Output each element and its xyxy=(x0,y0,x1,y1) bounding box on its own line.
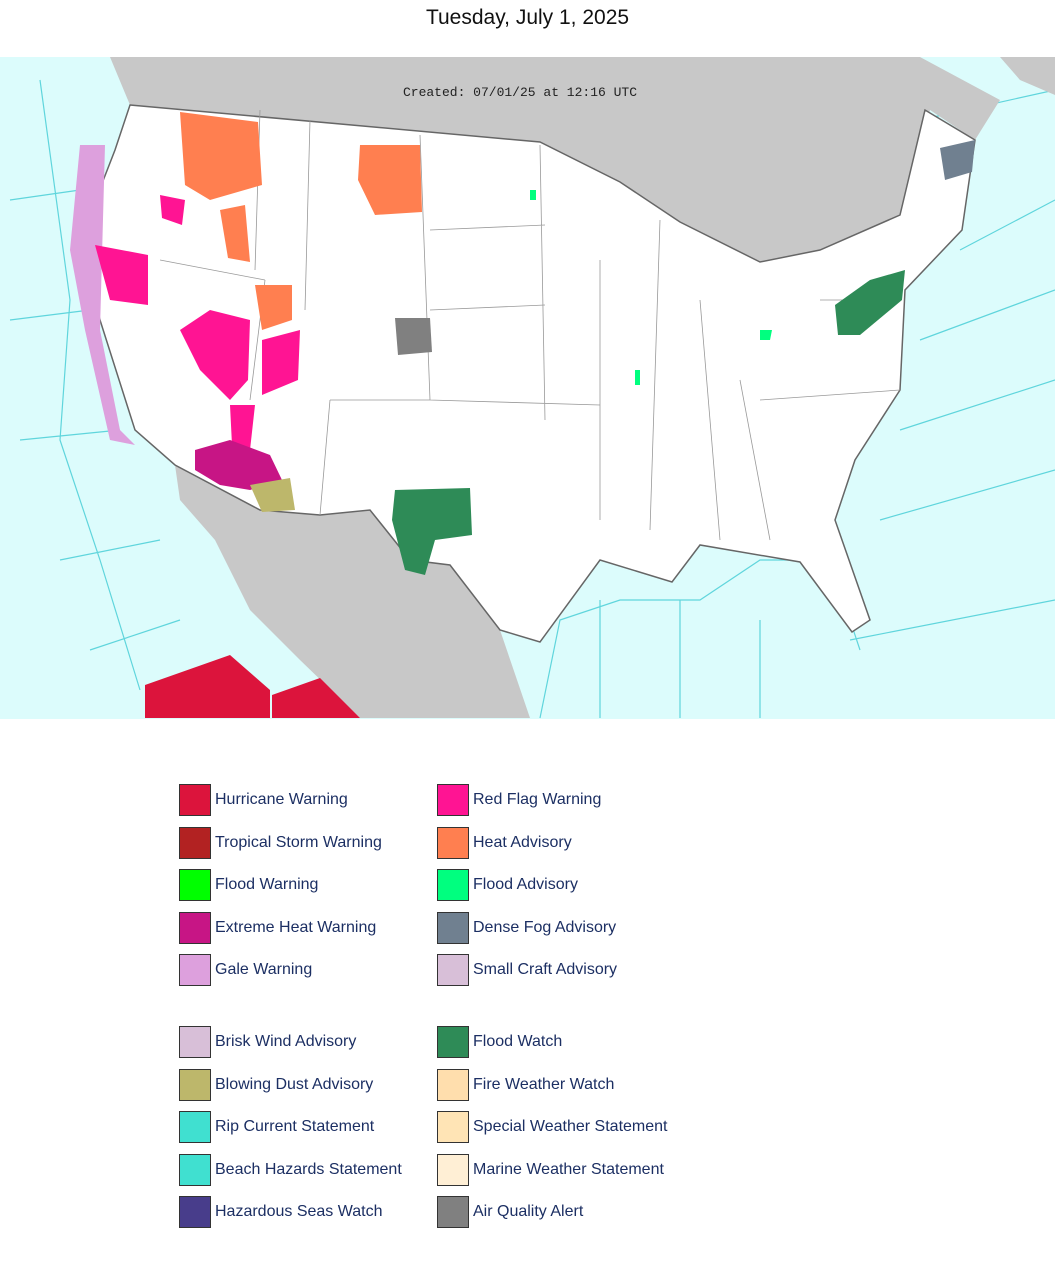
legend-item: Fire Weather Watch xyxy=(437,1068,614,1102)
legend-label: Small Craft Advisory xyxy=(473,961,618,978)
extreme-heat-area xyxy=(195,440,282,490)
legend-swatch xyxy=(179,869,211,901)
legend-swatch xyxy=(179,954,211,986)
legend-label: Brisk Wind Advisory xyxy=(215,1033,357,1050)
blowing-dust-area xyxy=(250,478,295,512)
legend-label: Marine Weather Statement xyxy=(473,1160,664,1178)
marine-zones xyxy=(9,79,1055,719)
legend-swatch xyxy=(437,784,469,816)
legend-swatch xyxy=(437,1026,469,1058)
legend-label: Red Flag Warning xyxy=(473,791,602,808)
legend-item: Rip Current Statement xyxy=(179,1110,374,1144)
state-borders xyxy=(159,109,901,541)
legend-swatch xyxy=(179,1068,211,1101)
dense-fog-area xyxy=(940,140,975,180)
legend-swatch xyxy=(437,911,469,944)
legend-swatch xyxy=(437,869,469,901)
legend-item: Air Quality Alert xyxy=(437,1195,583,1229)
legend-item: Gale Warning xyxy=(179,953,312,987)
hurricane-warning-area xyxy=(145,655,360,718)
gale-warning-area xyxy=(70,145,135,445)
legend-label: Air Quality Alert xyxy=(473,1203,584,1220)
legend-label: Gale Warning xyxy=(215,961,313,978)
legend-item: Heat Advisory xyxy=(437,826,572,860)
legend-label: Special Weather Statement xyxy=(473,1118,668,1135)
canada xyxy=(110,57,1000,262)
legend-item: Red Flag Warning xyxy=(437,783,601,817)
legend-item: Dense Fog Advisory xyxy=(437,911,616,945)
hazard-map: Created: 07/01/25 at 12:16 UTC xyxy=(0,57,1055,719)
heat-advisory-area xyxy=(180,112,422,330)
legend-item: Small Craft Advisory xyxy=(437,953,617,987)
legend-item: Brisk Wind Advisory xyxy=(179,1025,356,1059)
legend-label: Fire Weather Watch xyxy=(473,1075,615,1093)
legend-swatch xyxy=(437,1153,469,1186)
legend-label: Flood Advisory xyxy=(473,876,578,893)
legend-swatch xyxy=(437,826,469,859)
legend-item: Beach Hazards Statement xyxy=(179,1153,402,1187)
legend-label: Blowing Dust Advisory xyxy=(215,1075,374,1093)
legend-label: Dense Fog Advisory xyxy=(473,918,617,936)
flood-watch-area xyxy=(392,270,905,575)
legend-label: Hurricane Warning xyxy=(215,791,348,808)
legend-item: Tropical Storm Warning xyxy=(179,826,382,860)
legend-swatch xyxy=(179,1111,211,1143)
legend-label: Tropical Storm Warning xyxy=(215,833,382,851)
legend-label: Heat Advisory xyxy=(473,833,572,851)
legend-item: Flood Watch xyxy=(437,1025,562,1059)
legend-swatch xyxy=(179,1196,211,1228)
legend-item: Marine Weather Statement xyxy=(437,1153,664,1187)
legend-item: Special Weather Statement xyxy=(437,1110,667,1144)
greenland xyxy=(1000,57,1055,95)
legend-item: Flood Warning xyxy=(179,868,318,902)
legend-swatch xyxy=(437,1111,469,1143)
legend-swatch xyxy=(179,826,211,859)
mexico xyxy=(175,465,530,718)
legend-swatch xyxy=(437,1196,469,1228)
legend-label: Rip Current Statement xyxy=(215,1118,375,1135)
legend-label: Flood Watch xyxy=(473,1033,563,1050)
legend-swatch xyxy=(437,1068,469,1101)
created-label: Created: 07/01/25 at 12:16 UTC xyxy=(403,85,637,100)
legend-item: Extreme Heat Warning xyxy=(179,911,376,945)
legend-swatch xyxy=(179,1153,211,1186)
legend-label: Flood Warning xyxy=(215,876,319,893)
legend-item: Flood Advisory xyxy=(437,868,578,902)
page-title: Tuesday, July 1, 2025 xyxy=(425,6,630,29)
legend-item: Hurricane Warning xyxy=(179,783,348,817)
legend-label: Hazardous Seas Watch xyxy=(215,1203,383,1220)
united-states xyxy=(79,104,976,643)
air-quality-area xyxy=(395,318,432,355)
legend-swatch xyxy=(179,784,211,816)
red-flag-warning-area xyxy=(95,195,300,450)
legend-swatch xyxy=(179,1026,211,1058)
legend-swatch xyxy=(437,954,469,986)
legend-swatch xyxy=(179,911,211,944)
legend-label: Beach Hazards Statement xyxy=(215,1160,402,1178)
legend-label: Extreme Heat Warning xyxy=(215,918,377,936)
legend-item: Blowing Dust Advisory xyxy=(179,1068,373,1102)
legend-item: Hazardous Seas Watch xyxy=(179,1195,382,1229)
